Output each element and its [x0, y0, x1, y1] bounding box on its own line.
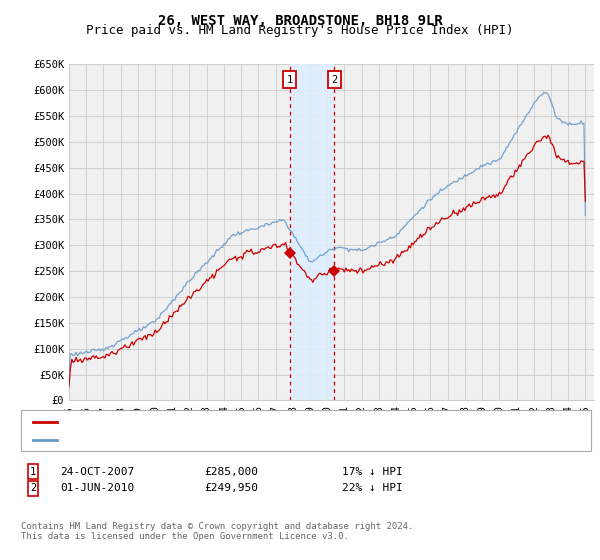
Text: 2: 2: [331, 74, 338, 85]
Text: 26, WEST WAY, BROADSTONE, BH18 9LR (detached house): 26, WEST WAY, BROADSTONE, BH18 9LR (deta…: [60, 417, 404, 427]
Bar: [290, 64, 334, 400]
Text: 2: 2: [30, 483, 36, 493]
Text: 01-JUN-2010: 01-JUN-2010: [60, 483, 134, 493]
Text: 22% ↓ HPI: 22% ↓ HPI: [342, 483, 403, 493]
Text: Contains HM Land Registry data © Crown copyright and database right 2024.
This d: Contains HM Land Registry data © Crown c…: [21, 522, 413, 542]
Text: 1: 1: [30, 466, 36, 477]
Text: 26, WEST WAY, BROADSTONE, BH18 9LR: 26, WEST WAY, BROADSTONE, BH18 9LR: [158, 14, 442, 28]
Text: 24-OCT-2007: 24-OCT-2007: [60, 466, 134, 477]
Text: £249,950: £249,950: [204, 483, 258, 493]
Text: £285,000: £285,000: [204, 466, 258, 477]
Text: Price paid vs. HM Land Registry's House Price Index (HPI): Price paid vs. HM Land Registry's House …: [86, 24, 514, 37]
Text: 17% ↓ HPI: 17% ↓ HPI: [342, 466, 403, 477]
Text: HPI: Average price, detached house, Bournemouth Christchurch and Poole: HPI: Average price, detached house, Bour…: [60, 435, 533, 445]
Text: 1: 1: [286, 74, 293, 85]
